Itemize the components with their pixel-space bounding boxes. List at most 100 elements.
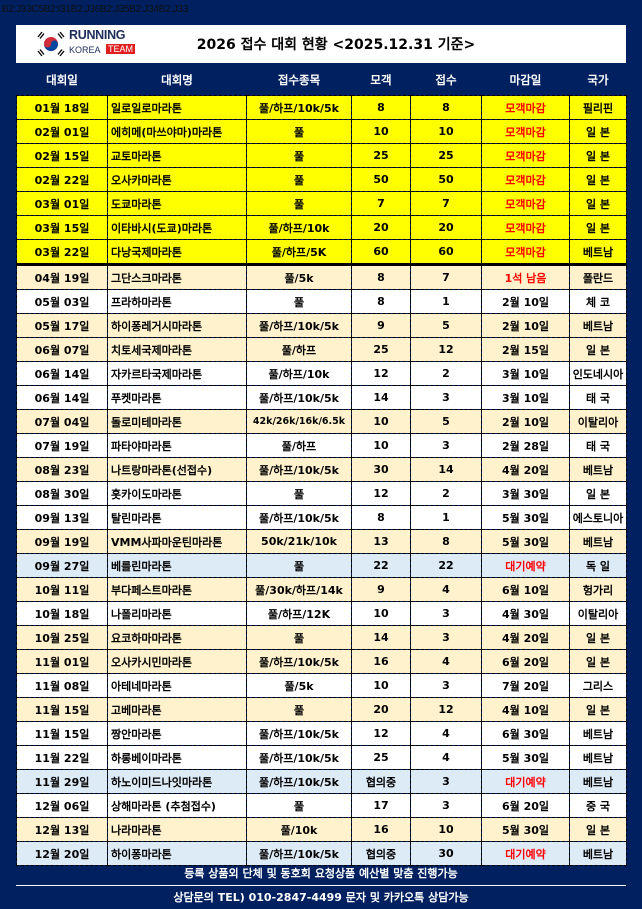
race-name-cell: 도쿄마라톤: [107, 191, 247, 216]
race-quota-cell: 20: [351, 215, 411, 240]
table-row: 12월 13일 나라마라톤 풀/10k 16 10 5월 30일 일 본: [16, 817, 627, 842]
race-registered-cell: 60: [410, 239, 482, 265]
race-name-cell: 돌로미테마라톤: [107, 409, 247, 434]
race-registered-cell: 7: [410, 263, 482, 290]
race-date-cell: 02월 15일: [16, 143, 108, 168]
race-name-cell: 홋카이도마라톤: [107, 481, 247, 506]
race-country-cell: 이탈리아: [569, 409, 627, 434]
race-name-cell: 나폴리마라톤: [107, 601, 247, 626]
table-row: 11월 22일 하롱베이마라톤 풀/하프/10k/5k 25 4 5월 30일 베트남: [16, 745, 627, 770]
table-row: 03월 15일 이타바시(도쿄)마라톤 풀/하프/10k 20 20 모객마감 일 본: [16, 215, 627, 240]
logo-running-text: RUNNING: [69, 28, 126, 42]
race-quota-cell: 8: [351, 263, 411, 290]
race-country-cell: 폴란드: [569, 263, 627, 290]
table-row: 06월 14일 푸켓마라톤 풀/하프/10k/5k 14 3 3월 10일 태 국: [16, 385, 627, 410]
race-events-cell: 풀/하프/10k: [246, 215, 352, 240]
race-name-cell: 교토마라톤: [107, 143, 247, 168]
race-deadline-cell: 7월 20일: [481, 673, 570, 698]
race-date-cell: 12월 06일: [16, 793, 108, 818]
race-events-cell: 풀/하프/10k/5k: [246, 95, 352, 120]
race-quota-cell: 8: [351, 505, 411, 530]
column-header-country: 국가: [587, 72, 609, 87]
race-deadline-cell: 2월 10일: [481, 409, 570, 434]
race-registered-cell: 14: [410, 457, 482, 482]
race-registered-cell: 50: [410, 167, 482, 192]
race-quota-cell: 17: [351, 793, 411, 818]
race-date-cell: 06월 14일: [16, 385, 108, 410]
race-country-cell: 일 본: [569, 625, 627, 650]
race-registered-cell: 1: [410, 505, 482, 530]
race-registered-cell: 5: [410, 409, 482, 434]
cell-reference-text: B2:J33C5B2:I31B2:J36B2:J35B2:J34B2:J33: [2, 4, 188, 15]
race-events-cell: 42k/26k/16k/6.5k: [246, 409, 352, 434]
race-events-cell: 풀/하프/10k/5k: [246, 505, 352, 530]
race-registered-cell: 3: [410, 793, 482, 818]
header-banner: RUNNING KOREA TEAM 2026 접수 대회 현황 <2025.1…: [16, 25, 626, 63]
race-deadline-cell: 4월 30일: [481, 601, 570, 626]
race-deadline-cell: 모객마감: [481, 239, 570, 265]
table-row: 06월 07일 치토세국제마라톤 풀/하프 25 12 2월 15일 일 본: [16, 337, 627, 362]
race-deadline-cell: 6월 20일: [481, 649, 570, 674]
race-registered-cell: 30: [410, 841, 482, 866]
race-country-cell: 일 본: [569, 337, 627, 362]
race-events-cell: 풀/5k: [246, 263, 352, 290]
race-name-cell: 짱안마라톤: [107, 721, 247, 746]
race-quota-cell: 10: [351, 433, 411, 458]
column-header-quota: 모객: [370, 72, 392, 87]
race-quota-cell: 7: [351, 191, 411, 216]
race-date-cell: 05월 03일: [16, 289, 108, 314]
table-row: 10월 18일 나폴리마라톤 풀/하프/12K 10 3 4월 30일 이탈리아: [16, 601, 627, 626]
race-quota-cell: 10: [351, 409, 411, 434]
race-name-cell: 나트랑마라톤(선접수): [107, 457, 247, 482]
race-deadline-cell: 대기예약: [481, 841, 570, 866]
race-deadline-cell: 6월 10일: [481, 577, 570, 602]
race-country-cell: 일 본: [569, 697, 627, 722]
race-name-cell: 일로일로마라톤: [107, 95, 247, 120]
race-country-cell: 에스토니아: [569, 505, 627, 530]
race-registered-cell: 4: [410, 649, 482, 674]
race-quota-cell: 30: [351, 457, 411, 482]
race-quota-cell: 8: [351, 95, 411, 120]
race-date-cell: 09월 13일: [16, 505, 108, 530]
table-row: 12월 20일 하이퐁마라톤 풀/하프/10k/5k 협의중 30 대기예약 베트남: [16, 841, 627, 866]
footer-divider: [16, 885, 626, 886]
race-date-cell: 06월 07일: [16, 337, 108, 362]
race-quota-cell: 25: [351, 143, 411, 168]
column-header-name: 대회명: [161, 72, 193, 87]
race-date-cell: 05월 17일: [16, 313, 108, 338]
race-name-cell: 탈린마라톤: [107, 505, 247, 530]
race-registration-table: 대회일 대회명 접수종목 모객 접수 마감일 국가 01월 18일 일로일로마라톤…: [16, 64, 627, 866]
race-quota-cell: 16: [351, 649, 411, 674]
table-row: 07월 19일 파타야마라톤 풀/하프 10 3 2월 28일 태 국: [16, 433, 627, 458]
race-events-cell: 풀/하프/10k/5k: [246, 385, 352, 410]
race-deadline-cell: 3월 10일: [481, 385, 570, 410]
race-deadline-cell: 2월 15일: [481, 337, 570, 362]
race-name-cell: 상해마라톤 (추첨접수): [107, 793, 247, 818]
race-name-cell: 다낭국제마라톤: [107, 239, 247, 265]
race-date-cell: 08월 30일: [16, 481, 108, 506]
race-name-cell: 나라마라톤: [107, 817, 247, 842]
race-name-cell: 푸켓마라톤: [107, 385, 247, 410]
running-korea-team-logo: RUNNING KOREA TEAM: [36, 28, 171, 60]
race-deadline-cell: 대기예약: [481, 769, 570, 794]
race-quota-cell: 9: [351, 577, 411, 602]
race-date-cell: 02월 22일: [16, 167, 108, 192]
race-events-cell: 풀: [246, 625, 352, 650]
race-date-cell: 11월 22일: [16, 745, 108, 770]
race-name-cell: 프라하마라톤: [107, 289, 247, 314]
race-date-cell: 12월 20일: [16, 841, 108, 866]
race-deadline-cell: 5월 30일: [481, 745, 570, 770]
table-row: 10월 25일 요코하마마라톤 풀 14 3 4월 20일 일 본: [16, 625, 627, 650]
race-date-cell: 11월 15일: [16, 697, 108, 722]
table-row: 08월 23일 나트랑마라톤(선접수) 풀/하프/10k/5k 30 14 4월 20일 베…: [16, 457, 627, 482]
race-deadline-cell: 모객마감: [481, 167, 570, 192]
race-registered-cell: 3: [410, 433, 482, 458]
table-row: 03월 01일 도쿄마라톤 풀 7 7 모객마감 일 본: [16, 191, 627, 216]
race-date-cell: 02월 01일: [16, 119, 108, 144]
table-row: 10월 11일 부다페스트마라톤 풀/30k/하프/14k 9 4 6월 10일 헝가리: [16, 577, 627, 602]
race-name-cell: 이타바시(도쿄)마라톤: [107, 215, 247, 240]
race-registered-cell: 2: [410, 481, 482, 506]
race-events-cell: 풀/하프/10k/5k: [246, 841, 352, 866]
race-registered-cell: 10: [410, 817, 482, 842]
race-country-cell: 체 코: [569, 289, 627, 314]
